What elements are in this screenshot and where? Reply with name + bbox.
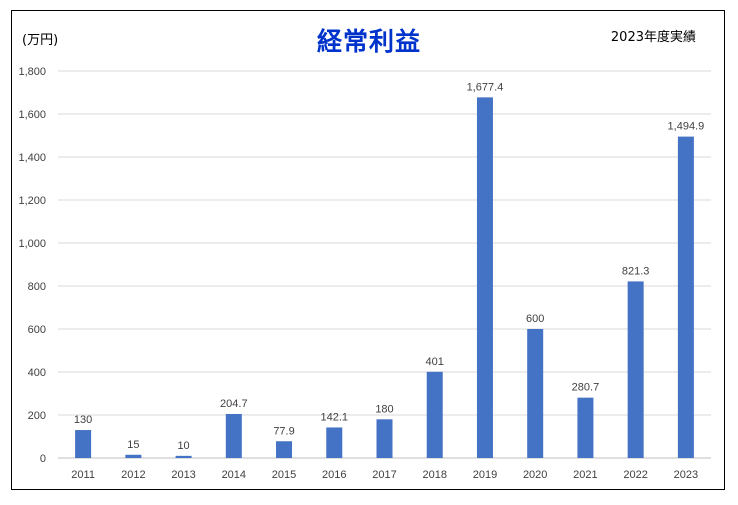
data-label-2021: 280.7 xyxy=(572,382,600,394)
bar-2017 xyxy=(376,419,393,458)
y-tick-label: 0 xyxy=(40,453,46,465)
bar-2020 xyxy=(527,329,544,458)
x-tick-label-2016: 2016 xyxy=(322,469,346,481)
bar-2022 xyxy=(627,281,644,458)
data-label-2014: 204.7 xyxy=(220,398,248,410)
data-labels: 130 15 10 204.7 77.9 142.1 180 401 1,677.4 600 280… xyxy=(74,81,704,451)
x-tick-label-2021: 2021 xyxy=(573,469,597,481)
gridlines xyxy=(58,70,711,459)
x-tick-label-2012: 2012 xyxy=(121,469,145,481)
data-label-2018: 401 xyxy=(426,356,444,368)
chart-frame xyxy=(11,10,725,490)
x-tick-labels: 2011 2012 2013 2014 2015 2016 2017 2018 2019 2020… xyxy=(71,469,698,481)
data-label-2011: 130 xyxy=(74,414,92,426)
x-tick-label-2011: 2011 xyxy=(71,469,95,481)
y-tick-labels: 0 200 400 600 800 1,000 1,200 1,400 1,600 1,800 xyxy=(18,66,46,465)
y-tick-label: 600 xyxy=(28,324,46,336)
data-label-2017: 180 xyxy=(375,403,393,415)
bar-2012 xyxy=(125,454,142,458)
y-tick-label: 1,000 xyxy=(18,238,46,250)
x-tick-label-2018: 2018 xyxy=(422,469,446,481)
y-unit-label: (万円) xyxy=(22,33,59,48)
bar-2018 xyxy=(426,371,443,458)
data-label-2023: 1,494.9 xyxy=(668,121,705,133)
data-label-2013: 10 xyxy=(177,440,189,452)
x-tick-label-2013: 2013 xyxy=(171,469,195,481)
bar-2011 xyxy=(75,430,92,458)
y-tick-label: 400 xyxy=(28,367,46,379)
y-tick-label: 1,600 xyxy=(18,109,46,121)
bar-2023 xyxy=(677,136,694,458)
x-tick-label-2017: 2017 xyxy=(372,469,396,481)
data-label-2022: 821.3 xyxy=(622,265,650,277)
bar-2015 xyxy=(276,441,293,458)
bar-2016 xyxy=(326,427,343,458)
x-tick-label-2023: 2023 xyxy=(674,469,698,481)
y-tick-label: 1,400 xyxy=(18,152,46,164)
y-tick-label: 200 xyxy=(28,410,46,422)
x-tick-label-2015: 2015 xyxy=(272,469,296,481)
bar-2014 xyxy=(225,413,242,458)
data-label-2012: 15 xyxy=(127,439,139,451)
data-label-2020: 600 xyxy=(526,313,544,325)
x-tick-label-2020: 2020 xyxy=(523,469,547,481)
bar-2013 xyxy=(175,455,192,458)
bar-2021 xyxy=(577,397,594,458)
x-tick-label-2019: 2019 xyxy=(473,469,497,481)
bars xyxy=(75,97,694,458)
y-tick-label: 1,200 xyxy=(18,195,46,207)
chart-note: 2023年度実績 xyxy=(610,30,696,45)
x-tick-label-2022: 2022 xyxy=(623,469,647,481)
y-tick-label: 800 xyxy=(28,281,46,293)
data-label-2015: 77.9 xyxy=(273,425,294,437)
bar-2019 xyxy=(476,97,493,458)
data-label-2016: 142.1 xyxy=(321,411,349,423)
y-tick-label: 1,800 xyxy=(18,66,46,78)
chart-title: 経常利益 xyxy=(316,27,421,56)
x-tick-label-2014: 2014 xyxy=(222,469,246,481)
data-label-2019: 1,677.4 xyxy=(467,81,504,93)
